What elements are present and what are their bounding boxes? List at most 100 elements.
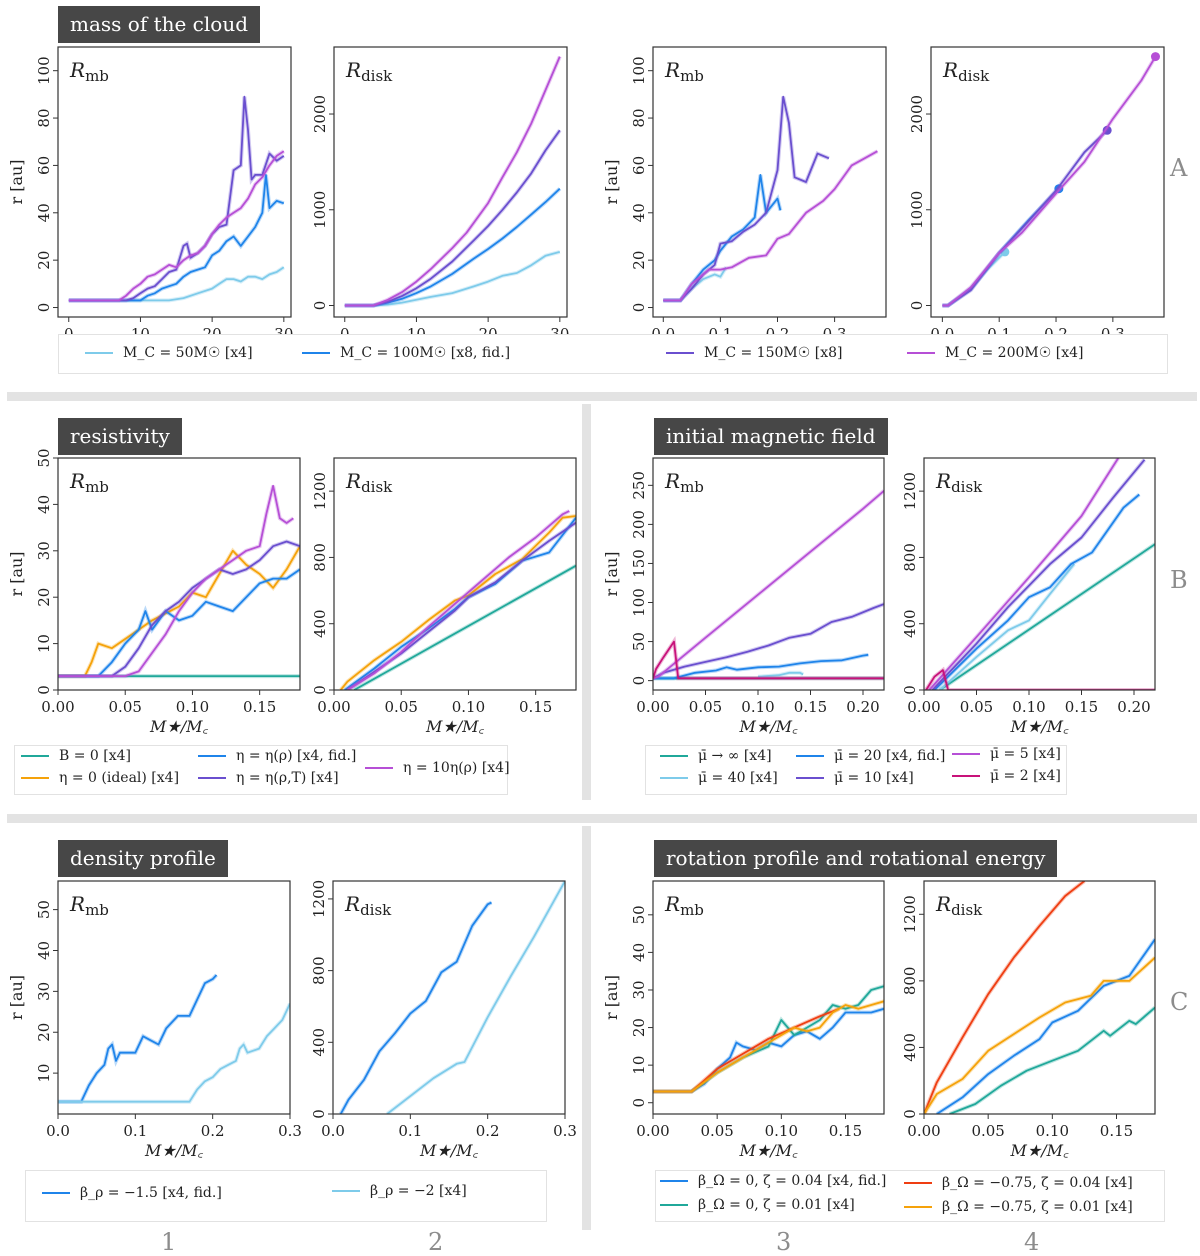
legend-item: μ̄ = 5 [x4] (952, 746, 1061, 762)
y-tick-label: 60 (630, 156, 648, 175)
legend-label: η = η(ρ,T) [x4] (236, 770, 339, 786)
y-tick-label: 50 (35, 900, 53, 919)
legend-label: M_C = 200M☉ [x4] (945, 345, 1084, 361)
y-tick-label: 2000 (311, 95, 329, 133)
legend-label: η = η(ρ) [x4, fid.] (236, 748, 357, 764)
panel-label: Rmb (664, 469, 704, 496)
legend-label: β_Ω = 0, ζ = 0.01 [x4] (698, 1197, 855, 1213)
x-tick-label: 0.20 (1117, 698, 1150, 716)
legend-label: M_C = 150M☉ [x8] (704, 345, 843, 361)
y-axis-label: r [au] (602, 159, 621, 204)
plot-frame (652, 457, 885, 691)
y-tick-label: 1200 (311, 472, 329, 510)
x-tick-label: 0.05 (700, 1122, 733, 1140)
series-line (924, 956, 1155, 1114)
legend-item: β_Ω = 0, ζ = 0.04 [x4, fid.] (660, 1173, 886, 1189)
legend-label: μ̄ = 40 [x4] (698, 770, 778, 786)
legend-swatch (21, 777, 49, 779)
x-tick-label: 0.1 (123, 1122, 147, 1140)
chart-C4: 0.00 0.05 0.10 0.15 0 400 800 1200 M★/M꜀ Rdisk (901, 880, 1156, 1160)
x-tick-label: 0.10 (1036, 1122, 1069, 1140)
series-line (939, 563, 1075, 690)
y-tick-label: 20 (630, 251, 648, 270)
x-tick-label: 0.0 (46, 1122, 70, 1140)
legend-item: β_ρ = −2 [x4] (332, 1183, 467, 1199)
plot-frame (57, 880, 291, 1115)
legend-swatch (796, 755, 824, 757)
legend-item: μ̄ = 10 [x4] (796, 770, 914, 786)
section-tag-mass-of-cloud: mass of the cloud (58, 6, 261, 43)
legend-rotation-profile: β_Ω = 0, ζ = 0.04 [x4, fid.] β_Ω = 0, ζ … (655, 1170, 1165, 1222)
series-line (653, 490, 884, 680)
series-underlay (385, 881, 565, 1114)
plot-frame (652, 880, 885, 1115)
plot-frame (57, 457, 301, 691)
legend-item: η = 10η(ρ) [x4] (365, 760, 510, 776)
series-line (344, 129, 561, 307)
x-tick-label: 0.05 (971, 1122, 1004, 1140)
panel-label: Rdisk (942, 58, 990, 85)
y-tick-label: 40 (630, 943, 648, 962)
series-line (68, 266, 285, 302)
legend-item: β_ρ = −1.5 [x4, fid.] (42, 1185, 222, 1201)
y-tick-label: 20 (630, 1018, 648, 1037)
panel-label: Rdisk (345, 58, 393, 85)
y-tick-label: 0 (630, 676, 648, 686)
legend-swatch (42, 1192, 70, 1194)
series-underlay (663, 96, 830, 303)
legend-swatch (904, 1206, 932, 1208)
x-axis-label: M★/M꜀ (419, 1141, 479, 1160)
plot-frame (923, 880, 1156, 1115)
chart-B2: 0.00 0.05 0.10 0.15 0 400 800 1200 M★/M꜀ Rdisk (311, 457, 577, 736)
chart-B4: 0.00 0.05 0.10 0.15 0.20 0 400 800 1200 M★/M꜀ Rdis… (901, 457, 1156, 736)
y-tick-label: 20 (35, 251, 53, 270)
x-tick-label: 0.0 (321, 1122, 345, 1140)
panel-label: Rmb (69, 469, 109, 496)
y-tick-label: 400 (901, 609, 919, 638)
chart-A4: 0.00.10.20.3010002000M★/M꜀Rdisk (908, 46, 1165, 363)
chart-C1: 0.0 0.1 0.2 0.3 10 20 30 40 50 M★/M꜀ r [au] Rmb (7, 880, 302, 1160)
y-tick-label: 0 (311, 685, 329, 695)
legend-swatch (660, 1204, 688, 1206)
x-tick-label: 0.05 (960, 698, 993, 716)
y-tick-label: 50 (35, 448, 53, 467)
legend-item: μ̄ → ∞ [x4] (660, 748, 772, 764)
legend-swatch (302, 352, 330, 354)
legend-item: β_Ω = −0.75, ζ = 0.04 [x4] (904, 1175, 1133, 1191)
legend-swatch (198, 755, 226, 757)
legend-swatch (21, 755, 49, 757)
legend-label: η = 0 (ideal) [x4] (59, 770, 180, 786)
legend-item: M_C = 100M☉ [x8, fid.] (302, 345, 510, 361)
plot-frame (333, 46, 568, 318)
column-label-1: 1 (161, 1228, 177, 1256)
series-line (68, 173, 285, 302)
panel-label: Rdisk (344, 892, 392, 919)
x-axis-label: M★/M꜀ (144, 1141, 204, 1160)
series-underlay (942, 55, 1158, 308)
plot-frame (57, 46, 292, 318)
legend-item: μ̄ = 20 [x4, fid.] (796, 748, 945, 764)
y-tick-label: 1000 (311, 191, 329, 229)
panel-label: Rdisk (935, 892, 983, 919)
legend-label: M_C = 100M☉ [x8, fid.] (340, 345, 511, 361)
series-line (653, 1007, 884, 1093)
y-tick-label: 20 (35, 588, 53, 607)
x-tick-label: 0.15 (1100, 1122, 1133, 1140)
legend-label: β_Ω = −0.75, ζ = 0.04 [x4] (942, 1175, 1133, 1191)
section-divider-middle (7, 814, 1197, 823)
panel-label: Rdisk (935, 469, 983, 496)
x-tick-label: 0.00 (41, 698, 74, 716)
row-label-a: A (1170, 154, 1188, 182)
x-axis-label: M★/M꜀ (425, 717, 485, 736)
x-axis-label: M★/M꜀ (1009, 1141, 1069, 1160)
column-label-3: 3 (776, 1228, 792, 1256)
y-tick-label: 10 (35, 634, 53, 653)
x-tick-label: 0.15 (243, 698, 276, 716)
series-underlay (346, 520, 576, 690)
panel-label: Rmb (664, 58, 704, 85)
x-tick-label: 0.00 (317, 698, 350, 716)
series-end-marker (1102, 125, 1112, 135)
series-underlay (653, 1006, 884, 1094)
legend-label: μ̄ = 5 [x4] (990, 746, 1061, 762)
y-tick-label: 800 (311, 543, 329, 572)
